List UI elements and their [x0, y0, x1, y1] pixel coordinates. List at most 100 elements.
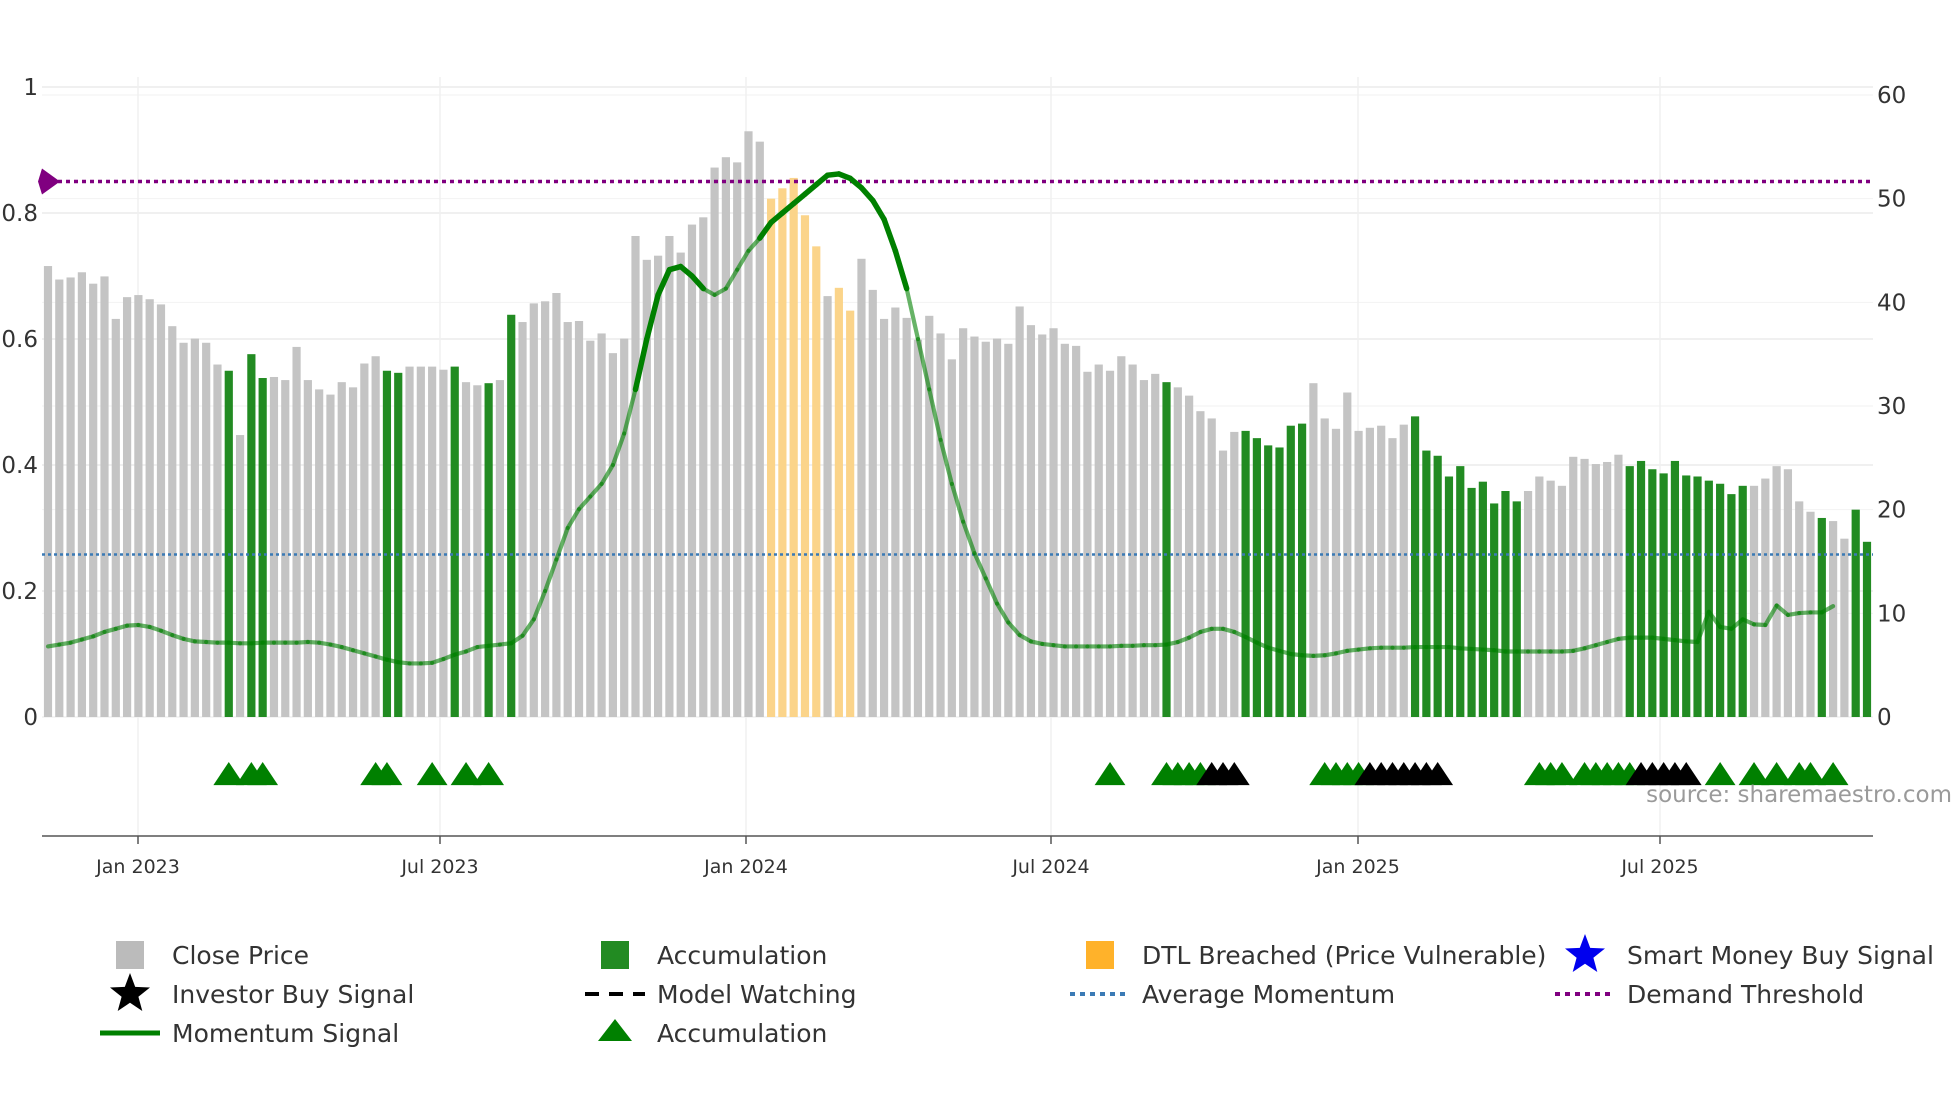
close-price-bar: [1365, 427, 1374, 717]
legend-star-icon: [110, 973, 150, 1011]
close-price-bar: [428, 366, 437, 717]
accumulation-bar: [1422, 450, 1431, 717]
close-price-bar: [1388, 438, 1397, 717]
close-price-bar: [122, 297, 132, 717]
momentum-signal-segment: [757, 219, 774, 241]
close-price-bar: [77, 272, 86, 717]
close-price-bar: [1591, 464, 1600, 717]
close-price-bar: [1343, 392, 1352, 717]
left-tick-label: 0.8: [1, 201, 38, 227]
close-price-bar: [721, 157, 730, 717]
momentum-signal-segment: [1729, 617, 1745, 631]
investor-buy-marker: [1422, 762, 1454, 786]
accumulation-bar: [1241, 430, 1250, 717]
threshold-marker: [38, 168, 60, 195]
close-price-bar: [1105, 370, 1115, 717]
momentum-signal-segment: [915, 336, 932, 392]
accumulation-bar: [1264, 445, 1273, 717]
close-price-bar: [891, 307, 900, 717]
x-tick-label: Jan 2024: [703, 856, 788, 878]
x-tick-label: Jul 2023: [400, 856, 478, 878]
close-price-bar: [55, 279, 64, 717]
close-price-bar: [992, 338, 1002, 717]
close-price-bar: [755, 141, 764, 717]
close-price-bar: [1309, 383, 1318, 717]
momentum-signal-segment: [1774, 603, 1791, 618]
accumulation-bar: [1738, 485, 1747, 717]
momentum-signal-segment: [858, 185, 876, 204]
momentum-signal-segment: [632, 336, 650, 393]
right-tick-label: 60: [1877, 83, 1906, 109]
legend-label: DTL Breached (Price Vulnerable): [1142, 941, 1546, 970]
close-price-bar: [654, 255, 663, 717]
close-price-bar: [1761, 478, 1770, 717]
accumulation-marker: [416, 762, 448, 786]
momentum-signal-segment: [1243, 634, 1260, 645]
accumulation-bar: [1817, 517, 1826, 717]
close-price-bar: [1094, 364, 1103, 717]
momentum-signal-segment: [892, 248, 910, 292]
close-price-bar: [642, 259, 651, 717]
close-price-bar: [360, 363, 369, 717]
accumulation-bar: [1625, 466, 1634, 717]
close-price-bar: [733, 162, 742, 718]
close-price-bar: [1139, 380, 1149, 717]
x-tick-label: Jan 2025: [1315, 856, 1400, 878]
close-price-bar: [710, 167, 719, 718]
accumulation-bar: [1862, 541, 1872, 717]
close-price-bar: [1546, 480, 1555, 717]
momentum-signal-segment: [599, 462, 616, 486]
close-price-bar: [281, 380, 290, 717]
close-price-bar: [1354, 430, 1363, 717]
momentum-signal-segment: [588, 481, 604, 499]
close-price-bar: [1151, 373, 1160, 717]
close-price-bar: [879, 318, 889, 717]
close-price-bar: [597, 333, 606, 717]
accumulation-marker: [1094, 762, 1126, 786]
close-price-bar: [699, 217, 708, 717]
bar-layer: [43, 131, 1872, 718]
accumulation-bar: [1659, 473, 1668, 717]
close-price-bar: [269, 376, 279, 717]
legend-label: Accumulation: [657, 941, 827, 970]
accumulation-bar: [1636, 460, 1646, 717]
close-price-bar: [315, 389, 324, 717]
momentum-signal-segment: [655, 266, 673, 298]
accumulation-bar: [224, 370, 233, 717]
momentum-signal-segment: [1187, 629, 1203, 640]
momentum-signal-segment: [565, 507, 582, 531]
legend-label: Accumulation: [657, 1019, 827, 1048]
accumulation-marker: [450, 762, 482, 786]
legend-label: Smart Money Buy Signal: [1627, 941, 1934, 970]
momentum-signal-segment: [1706, 609, 1723, 630]
close-price-bar: [1083, 371, 1092, 717]
close-price-bar: [134, 295, 143, 717]
accumulation-bar: [258, 378, 267, 717]
close-price-bar: [631, 235, 640, 717]
close-price-bar: [608, 353, 618, 717]
dtl-breached-bar: [800, 215, 810, 717]
close-price-bar: [111, 318, 120, 717]
accumulation-bar: [1693, 476, 1702, 717]
accumulation-marker: [371, 762, 403, 786]
close-price-bar: [66, 277, 75, 717]
close-price-bar: [1060, 343, 1069, 717]
close-price-bar: [1829, 521, 1838, 717]
close-price-bar: [1772, 466, 1781, 717]
close-price-bar: [1523, 491, 1533, 717]
accumulation-bar: [1670, 460, 1680, 717]
close-price-bar: [348, 387, 358, 717]
momentum-signal-segment: [689, 273, 707, 292]
momentum-signal-segment: [576, 494, 593, 512]
line-layer: [38, 168, 1873, 666]
close-price-bar: [405, 366, 414, 717]
accumulation-bar: [1704, 480, 1713, 717]
momentum-signal-segment: [961, 519, 977, 556]
dtl-breached-bar: [846, 310, 855, 717]
close-price-bar: [473, 385, 482, 717]
close-price-bar: [1072, 345, 1081, 717]
left-tick-label: 0.2: [1, 579, 38, 605]
close-price-bar: [1377, 425, 1386, 717]
x-tick-label: Jan 2023: [95, 856, 180, 878]
